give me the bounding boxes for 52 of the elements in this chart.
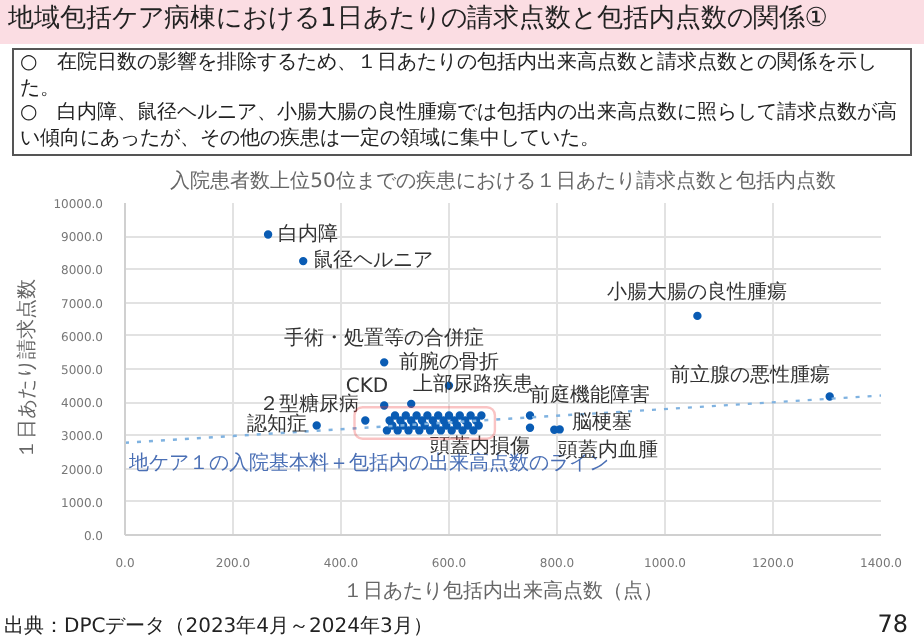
annotation: 白内障 <box>278 221 339 246</box>
point <box>525 411 535 420</box>
annotation: 鼠径ヘルニア <box>313 248 434 273</box>
point <box>477 411 486 420</box>
point <box>393 426 402 435</box>
point <box>444 411 454 420</box>
annotation: 手術・処置等の合併症 <box>284 326 485 351</box>
annotation: 前立腺の悪性腫瘍 <box>669 362 830 387</box>
point <box>407 399 416 409</box>
annotation: 認知症 <box>246 412 307 437</box>
point <box>455 411 464 420</box>
point <box>525 423 535 432</box>
point <box>312 421 321 430</box>
text: ○ 白内障、鼠径ヘルニア、小腸大腸の良性腫瘍では包括内の出来高点数に照らして請求点数が高い傾向にあったが、その他の疾患は一定の領域に集中していた。 <box>20 102 898 149</box>
point <box>390 411 400 420</box>
chart-title: 地域包括ケア病棟における1日あたりの請求点数と包括内点数の関係① <box>8 2 828 38</box>
point <box>380 358 389 367</box>
source-note: 出典：DPCデータ（2023年4月～2024年3月） <box>4 616 433 638</box>
point <box>361 416 370 425</box>
y-axis-title: １日あたり請求点数 <box>15 279 40 459</box>
annotation: 前腕の骨折 <box>399 349 499 374</box>
text: 78 <box>877 608 908 640</box>
point <box>458 426 467 435</box>
point <box>382 426 392 435</box>
point <box>423 411 432 420</box>
point <box>415 426 424 435</box>
point <box>452 421 462 430</box>
point <box>466 411 475 420</box>
point <box>431 421 440 430</box>
text: ○ 在院日数の影響を排除するため、１日あたりの包括内出来高点数と請求点数との関係を示した。 <box>20 52 878 99</box>
chart-subtitle: 入院患者数上位50位までの疾患における１日あたり請求点数と包括内点数 <box>170 169 836 193</box>
point <box>299 256 308 266</box>
annotation: 上部尿路疾患 <box>413 371 534 396</box>
point <box>469 426 478 435</box>
point <box>442 421 451 430</box>
point <box>825 392 834 401</box>
annotation: 脳梗塞 <box>571 410 632 435</box>
annotation: 小腸大腸の良性腫瘍 <box>607 279 788 304</box>
point <box>447 426 456 435</box>
annotation: 前庭機能障害 <box>530 383 650 408</box>
point <box>380 401 389 410</box>
point <box>263 230 273 239</box>
point <box>474 421 483 430</box>
point <box>434 411 443 420</box>
point <box>401 411 410 420</box>
point <box>425 426 435 435</box>
point <box>463 421 473 430</box>
point <box>404 426 413 435</box>
point <box>412 411 421 420</box>
x-axis-title: １日あたり包括内出来高点数（点） <box>343 579 663 603</box>
point <box>436 426 446 435</box>
point <box>693 311 702 321</box>
